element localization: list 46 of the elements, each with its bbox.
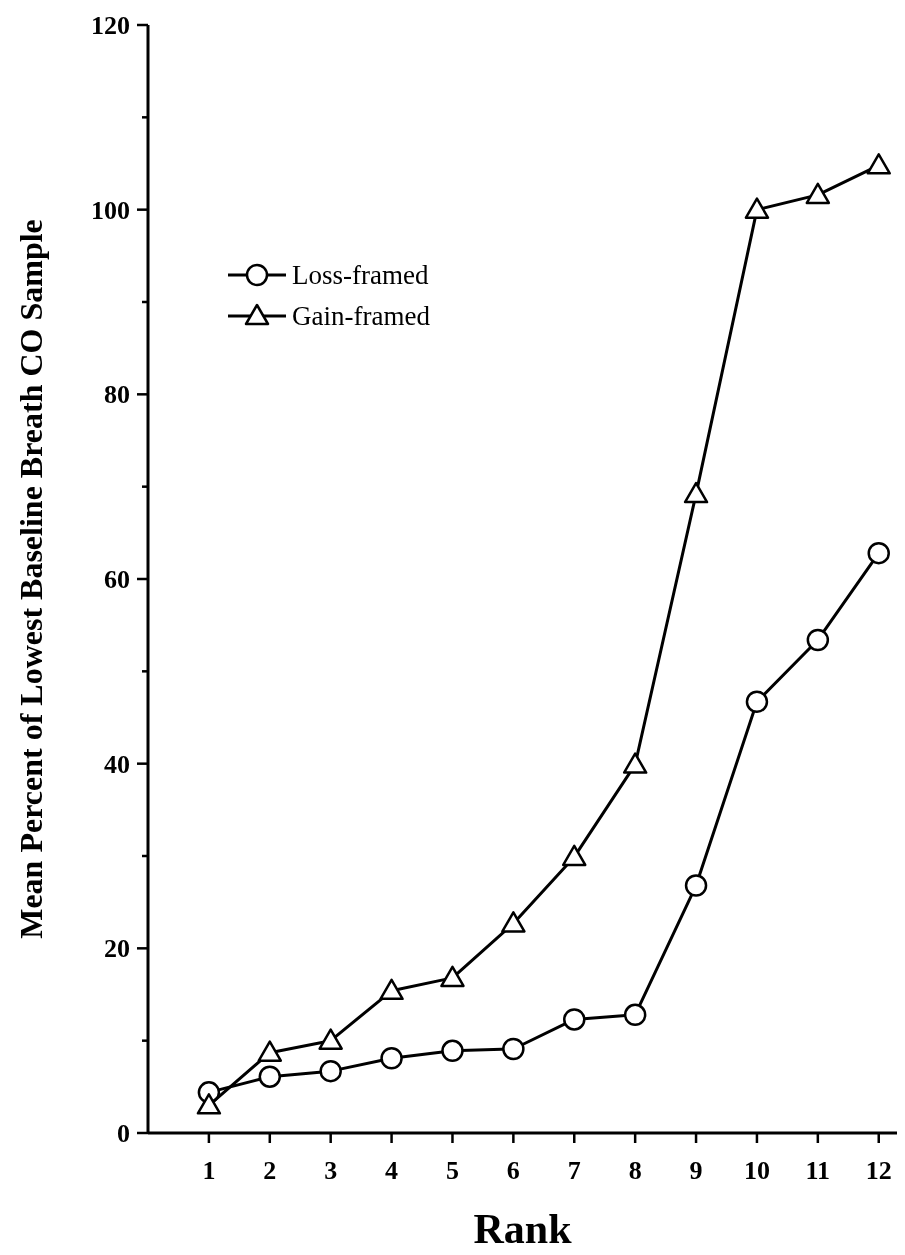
x-tick-label: 7: [567, 1156, 581, 1185]
point: [319, 1059, 342, 1083]
x-tick-label: 10: [743, 1156, 770, 1185]
point: [867, 541, 890, 565]
legend-label: Loss-framed: [292, 260, 429, 291]
y-tick-label: 100: [91, 195, 130, 225]
point: [806, 628, 830, 652]
x-tick-label: 12: [865, 1156, 892, 1185]
y-axis-title: Mean Percent of Lowest Baseline Breath CO Sample: [13, 219, 49, 939]
point: [563, 1008, 586, 1031]
y-tick-label: 0: [117, 1119, 130, 1149]
point: [622, 752, 648, 774]
y-tick-label: 60: [104, 565, 130, 595]
x-axis-title: Rank: [473, 1206, 573, 1252]
point: [441, 1039, 464, 1063]
x-tick-label: 2: [263, 1156, 277, 1185]
point: [502, 1037, 525, 1061]
point: [196, 1093, 222, 1115]
x-tick-label: 4: [385, 1156, 399, 1185]
point: [744, 197, 770, 219]
point: [562, 844, 587, 867]
x-tick-label: 11: [805, 1156, 831, 1185]
y-tick-label: 120: [91, 11, 130, 41]
x-tick-label: 6: [506, 1156, 520, 1185]
point: [258, 1065, 282, 1088]
point: [745, 690, 769, 714]
point: [257, 1040, 283, 1062]
x-tick-label: 8: [628, 1156, 642, 1185]
y-tick-label: 40: [104, 749, 130, 779]
y-tick-label: 20: [104, 934, 130, 964]
x-tick-label: 1: [202, 1156, 216, 1185]
x-tick-label: 5: [445, 1156, 459, 1185]
point: [805, 182, 831, 205]
point: [623, 1003, 647, 1027]
point: [501, 911, 526, 933]
point: [380, 1046, 403, 1070]
y-tick-label: 80: [104, 380, 130, 410]
point: [318, 1028, 343, 1050]
legend-label: Gain-framed: [292, 301, 431, 332]
point: [866, 153, 891, 175]
x-tick-label: 9: [689, 1156, 703, 1185]
point: [683, 481, 709, 504]
point: [684, 874, 708, 897]
x-tick-label: 3: [324, 1156, 338, 1185]
point: [379, 978, 404, 1001]
point: [440, 965, 465, 988]
